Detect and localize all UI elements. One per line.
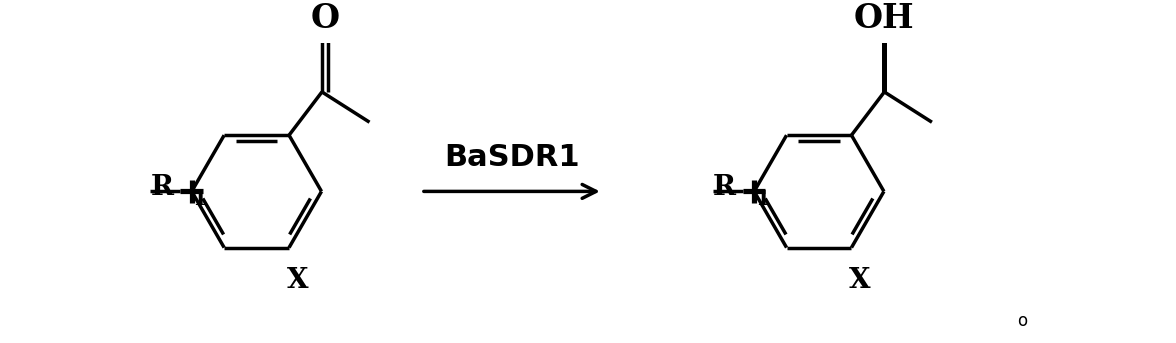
Text: R: R	[151, 175, 174, 201]
Text: O: O	[310, 2, 340, 35]
Text: X: X	[287, 268, 308, 295]
Text: 1: 1	[755, 189, 769, 209]
Text: OH: OH	[854, 2, 915, 35]
Polygon shape	[882, 40, 887, 92]
Text: o: o	[1017, 312, 1028, 330]
Text: X: X	[849, 268, 871, 295]
Text: BaSDR1: BaSDR1	[445, 143, 580, 173]
Text: 1: 1	[193, 189, 207, 209]
Text: R: R	[713, 175, 736, 201]
